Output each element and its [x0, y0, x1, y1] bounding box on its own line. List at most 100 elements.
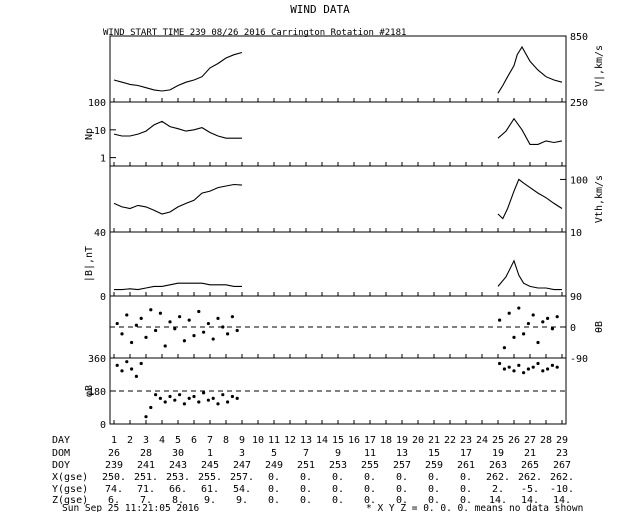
data-series-line	[113, 120, 242, 139]
panel-frame	[109, 165, 567, 233]
doy-value: 257	[393, 460, 411, 471]
dom-value: 9	[335, 448, 341, 459]
day-label: 9	[239, 435, 245, 446]
row-label: X(gse)	[52, 472, 88, 483]
y-value: 71.	[137, 484, 155, 495]
day-label: 19	[396, 435, 408, 446]
panel-4: 40 0 |B|,nT	[84, 228, 567, 303]
data-series-line	[113, 51, 243, 92]
data-point	[536, 361, 540, 366]
day-label: 16	[348, 435, 360, 446]
dom-value: 17	[460, 448, 472, 459]
data-point	[197, 400, 201, 404]
y-tick-label: 360	[88, 354, 106, 365]
day-label: 15	[332, 435, 344, 446]
data-point	[216, 402, 220, 406]
day-label: 2	[127, 435, 133, 446]
day-label: 29	[556, 435, 568, 446]
x-value: 255.	[198, 472, 222, 483]
dom-value: 30	[172, 448, 184, 459]
doy-value: 261	[457, 460, 475, 471]
y-axis-label: Vth,km/s	[594, 175, 605, 223]
y-axis-label: φB	[84, 385, 95, 397]
panels: 850 250 |V|,km/s 100 10 1 Np 100 10 Vth,km/s 40 0 |B…	[84, 32, 605, 431]
y-value: -5.	[521, 484, 539, 495]
y-tick-label: 0	[100, 292, 106, 303]
z-value: 0.	[332, 495, 344, 506]
day-label: 11	[268, 435, 280, 446]
data-point	[173, 398, 177, 402]
y-tick-label: 0	[100, 420, 106, 431]
y-tick-label: 100	[88, 98, 106, 109]
x-value: 253.	[166, 472, 190, 483]
y-tick-label: 850	[570, 32, 588, 43]
z-value: 0.	[364, 495, 376, 506]
y-axis-label: |B|,nT	[84, 246, 95, 282]
data-point	[125, 313, 129, 317]
data-point	[202, 391, 206, 395]
data-point	[230, 394, 234, 399]
day-label: 13	[300, 435, 312, 446]
z-value: 6.	[108, 495, 120, 506]
panel-frame	[109, 231, 567, 297]
data-point	[216, 316, 220, 320]
day-label: 12	[284, 435, 296, 446]
doy-value: 239	[105, 460, 123, 471]
doy-value: 241	[137, 460, 155, 471]
data-point	[550, 363, 555, 367]
y-axis-label: |V|,km/s	[594, 45, 605, 93]
x-value: 0.	[428, 472, 440, 483]
data-point	[168, 394, 172, 399]
data-series-line	[497, 45, 563, 94]
y-value: 0.	[364, 484, 376, 495]
data-point	[555, 365, 559, 369]
panel-6: 360 180 0 φB	[84, 354, 567, 431]
x-value: 262.	[550, 472, 574, 483]
chart-title: WIND DATA	[290, 3, 350, 16]
day-label: 7	[207, 435, 213, 446]
z-value: 8.	[172, 495, 184, 506]
data-point	[125, 360, 129, 364]
panel-5: 90 0 -90 θB	[109, 292, 605, 365]
y-tick-label: 10	[570, 228, 582, 239]
day-label: 20	[412, 435, 424, 446]
data-point	[163, 400, 167, 404]
data-point	[178, 315, 182, 319]
data-point	[546, 367, 550, 371]
data-point	[226, 400, 230, 404]
x-value: 262.	[486, 472, 510, 483]
z-value: 7.	[140, 495, 152, 506]
x-value: 0.	[268, 472, 280, 483]
data-point	[555, 315, 559, 319]
dom-value: 11	[364, 448, 376, 459]
y-tick-label: 90	[570, 292, 582, 303]
data-point	[522, 332, 526, 336]
data-point	[163, 344, 167, 348]
y-tick-label: 10	[94, 126, 106, 137]
data-series-line	[497, 259, 562, 291]
data-point	[115, 363, 119, 367]
x-value: 0.	[332, 472, 344, 483]
dom-value: 26	[108, 448, 120, 459]
y-value: -10.	[550, 484, 574, 495]
x-value: 0.	[396, 472, 408, 483]
data-point	[120, 332, 124, 336]
day-label: 8	[223, 435, 229, 446]
dom-value: 7	[303, 448, 309, 459]
doy-value: 255	[361, 460, 379, 471]
y-tick-label: 1	[100, 154, 106, 165]
row-label: Y(gse)	[52, 484, 88, 495]
data-point	[182, 339, 186, 343]
day-label: 23	[460, 435, 472, 446]
x-value: 0.	[300, 472, 312, 483]
data-point	[507, 311, 511, 315]
y-value: 0.	[396, 484, 408, 495]
data-series-line	[497, 117, 563, 145]
data-point	[197, 309, 201, 314]
data-point	[120, 369, 124, 373]
data-point	[154, 328, 158, 333]
data-point	[192, 334, 196, 338]
y-tick-label: 180	[88, 387, 106, 398]
y-axis-label: θB	[594, 321, 605, 333]
z-value: 9.	[204, 495, 216, 506]
